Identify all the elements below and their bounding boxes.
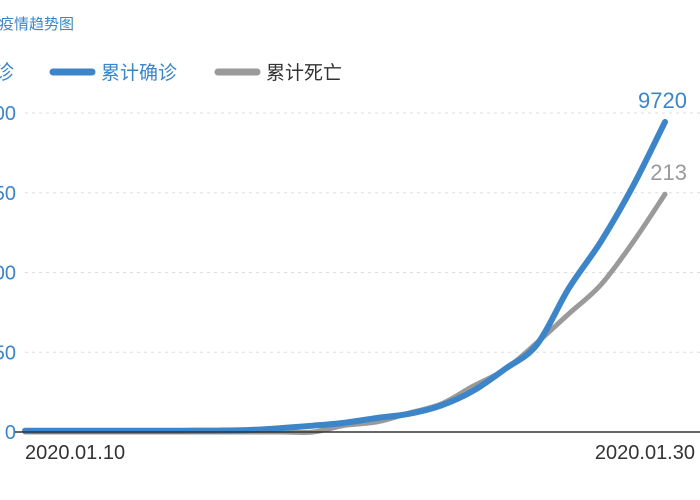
series-line-confirmed [22, 118, 668, 434]
x-axis-ticks: 2020.01.10 2020.01.30 [25, 442, 695, 464]
end-label-confirmed: 9720 [638, 88, 687, 113]
y-axis-label: 诊 [0, 61, 14, 84]
legend-label-confirmed: 累计确诊 [101, 62, 177, 84]
y-tick-label: 00 [0, 263, 16, 285]
x-tick-label: 2020.01.30 [595, 442, 695, 464]
y-axis-ticks: 0 50 00 50 00 [0, 103, 16, 444]
legend: 累计确诊 累计死亡 [49, 62, 342, 84]
end-labels: 213 9720 [638, 88, 687, 185]
legend-label-deaths: 累计死亡 [266, 62, 342, 84]
gridlines [25, 112, 700, 353]
chart-title: 疫情趋势图 [0, 16, 74, 33]
series-line-deaths [22, 191, 668, 435]
y-tick-label: 50 [0, 342, 16, 364]
end-label-deaths: 213 [650, 160, 687, 185]
y-tick-label: 0 [5, 422, 16, 444]
y-tick-label: 50 [0, 183, 16, 205]
y-tick-label: 00 [0, 103, 16, 125]
series-lines [22, 118, 668, 435]
x-tick-label: 2020.01.10 [25, 442, 125, 464]
